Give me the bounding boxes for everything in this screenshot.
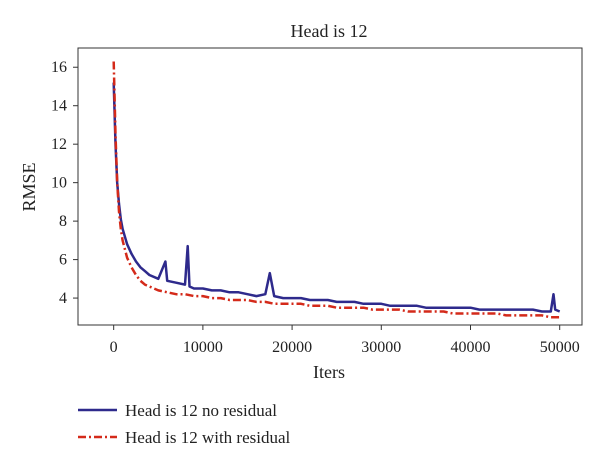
legend-label-with-residual: Head is 12 with residual xyxy=(125,428,291,447)
x-axis-label: Iters xyxy=(313,362,345,382)
x-tick-label: 20000 xyxy=(272,339,312,356)
plot-series xyxy=(112,61,561,319)
series-line-with-residual xyxy=(112,61,560,319)
plot-frame xyxy=(77,47,583,326)
x-tick-label: 10000 xyxy=(183,339,223,356)
y-axis: 4 6 8 10 12 14 16 xyxy=(51,59,78,307)
y-axis-label: RMSE xyxy=(19,162,39,211)
y-tick-label: 10 xyxy=(51,175,67,192)
series-line-no-residual xyxy=(112,82,561,313)
y-tick-label: 8 xyxy=(59,213,67,230)
chart-title: Head is 12 xyxy=(291,21,368,41)
y-tick-label: 14 xyxy=(51,98,67,115)
x-tick-label: 30000 xyxy=(361,339,401,356)
legend-label-no-residual: Head is 12 no residual xyxy=(125,401,277,420)
y-tick-label: 12 xyxy=(51,136,67,153)
y-tick-label: 6 xyxy=(59,252,67,269)
x-tick-label: 0 xyxy=(110,339,118,356)
x-tick-label: 50000 xyxy=(540,339,580,356)
y-tick-label: 16 xyxy=(51,59,67,76)
y-tick-label: 4 xyxy=(59,290,67,307)
legend: Head is 12 no residual Head is 12 with r… xyxy=(78,401,291,447)
x-tick-label: 40000 xyxy=(450,339,490,356)
x-axis: 0 10000 20000 30000 40000 50000 xyxy=(110,325,580,356)
